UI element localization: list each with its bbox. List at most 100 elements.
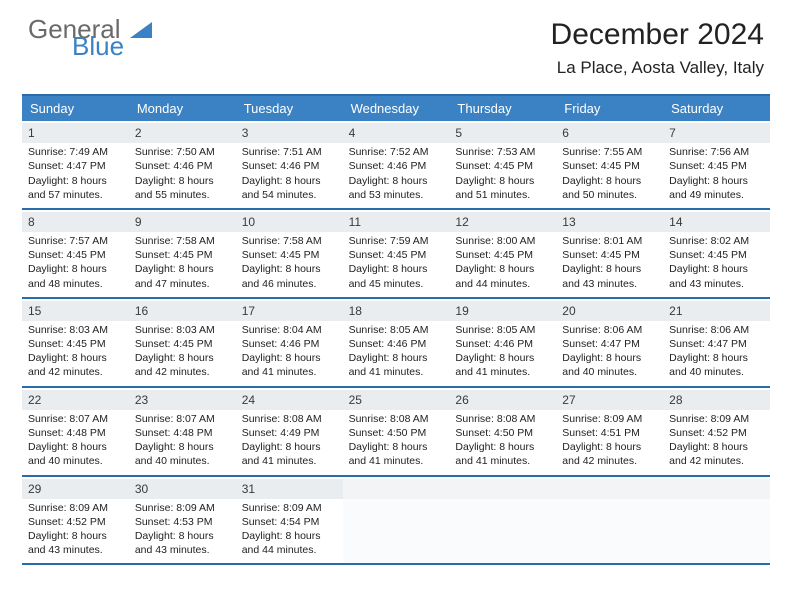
- day-cell: 4Sunrise: 7:52 AMSunset: 4:46 PMDaylight…: [343, 121, 450, 208]
- sunset-text: Sunset: 4:45 PM: [669, 249, 747, 261]
- sunrise-text: Sunrise: 7:56 AM: [669, 146, 749, 158]
- day-number: 4: [343, 123, 450, 143]
- day-cell: 15Sunrise: 8:03 AMSunset: 4:45 PMDayligh…: [22, 299, 129, 386]
- day-cell: 17Sunrise: 8:04 AMSunset: 4:46 PMDayligh…: [236, 299, 343, 386]
- day-number: 27: [556, 390, 663, 410]
- sunset-text: Sunset: 4:47 PM: [562, 338, 640, 350]
- day-number: 26: [449, 390, 556, 410]
- sunset-text: Sunset: 4:48 PM: [28, 427, 106, 439]
- sunset-text: Sunset: 4:45 PM: [455, 249, 533, 261]
- sunset-text: Sunset: 4:45 PM: [135, 338, 213, 350]
- location: La Place, Aosta Valley, Italy: [551, 58, 764, 78]
- day-number: 8: [22, 212, 129, 232]
- weekday-tuesday: Tuesday: [236, 96, 343, 121]
- day-cell: 6Sunrise: 7:55 AMSunset: 4:45 PMDaylight…: [556, 121, 663, 208]
- week-row: 29Sunrise: 8:09 AMSunset: 4:52 PMDayligh…: [22, 477, 770, 566]
- day-cell: 11Sunrise: 7:59 AMSunset: 4:45 PMDayligh…: [343, 210, 450, 297]
- sunset-text: Sunset: 4:45 PM: [455, 160, 533, 172]
- sunrise-text: Sunrise: 8:00 AM: [455, 235, 535, 247]
- day-cell: 18Sunrise: 8:05 AMSunset: 4:46 PMDayligh…: [343, 299, 450, 386]
- empty-cell: [663, 477, 770, 564]
- title-block: December 2024 La Place, Aosta Valley, It…: [551, 18, 764, 78]
- day-number: 9: [129, 212, 236, 232]
- sunset-text: Sunset: 4:46 PM: [349, 338, 427, 350]
- daylight-text: Daylight: 8 hours and 57 minutes.: [28, 175, 107, 201]
- day-cell: 16 Sunrise: 8:03 AM Sunset: 4:45 PM Dayligh…: [129, 299, 236, 386]
- week-row: 8Sunrise: 7:57 AMSunset: 4:45 PMDaylight…: [22, 210, 770, 299]
- day-number: 7: [663, 123, 770, 143]
- daylight-text: Daylight: 8 hours and 42 minutes.: [669, 441, 748, 467]
- day-number: 29: [22, 479, 129, 499]
- sunrise-text: Sunrise: 8:03 AM: [28, 324, 108, 336]
- sunset-text: Sunset: 4:45 PM: [349, 249, 427, 261]
- day-number: 17: [236, 301, 343, 321]
- day-cell: 23Sunrise: 8:07 AMSunset: 4:48 PMDayligh…: [129, 388, 236, 475]
- day-cell: 25Sunrise: 8:08 AMSunset: 4:50 PMDayligh…: [343, 388, 450, 475]
- daylight-text: Daylight: 8 hours and 54 minutes.: [242, 175, 321, 201]
- day-number: 28: [663, 390, 770, 410]
- daylight-text: Daylight: 8 hours and 42 minutes.: [28, 352, 107, 378]
- empty-daynum: [663, 479, 770, 499]
- logo-triangle-icon: [130, 22, 152, 38]
- day-number: 10: [236, 212, 343, 232]
- daylight-text: Daylight: 8 hours and 43 minutes.: [135, 530, 214, 556]
- day-number: 1: [22, 123, 129, 143]
- day-number: 19: [449, 301, 556, 321]
- sunrise-text: Sunrise: 7:49 AM: [28, 146, 108, 158]
- day-cell: 30Sunrise: 8:09 AMSunset: 4:53 PMDayligh…: [129, 477, 236, 564]
- sunrise-text: Sunrise: 8:05 AM: [455, 324, 535, 336]
- sunset-text: Sunset: 4:46 PM: [135, 160, 213, 172]
- day-cell: 1Sunrise: 7:49 AMSunset: 4:47 PMDaylight…: [22, 121, 129, 208]
- empty-cell: [449, 477, 556, 564]
- day-cell: 10Sunrise: 7:58 AMSunset: 4:45 PMDayligh…: [236, 210, 343, 297]
- sunrise-text: Sunrise: 8:08 AM: [455, 413, 535, 425]
- day-cell: 3Sunrise: 7:51 AMSunset: 4:46 PMDaylight…: [236, 121, 343, 208]
- sunset-text: Sunset: 4:45 PM: [669, 160, 747, 172]
- sunset-text: Sunset: 4:51 PM: [562, 427, 640, 439]
- week-row: 22Sunrise: 8:07 AMSunset: 4:48 PMDayligh…: [22, 388, 770, 477]
- sunset-text: Sunset: 4:46 PM: [242, 160, 320, 172]
- sunrise-text: Sunrise: 8:09 AM: [135, 502, 215, 514]
- sunset-text: Sunset: 4:46 PM: [242, 338, 320, 350]
- weekday-thursday: Thursday: [449, 96, 556, 121]
- daylight-text: Daylight: 8 hours and 42 minutes.: [135, 352, 214, 378]
- sunrise-text: Sunrise: 7:52 AM: [349, 146, 429, 158]
- day-cell: 8Sunrise: 7:57 AMSunset: 4:45 PMDaylight…: [22, 210, 129, 297]
- daylight-text: Daylight: 8 hours and 43 minutes.: [28, 530, 107, 556]
- day-cell: 7Sunrise: 7:56 AMSunset: 4:45 PMDaylight…: [663, 121, 770, 208]
- daylight-text: Daylight: 8 hours and 40 minutes.: [28, 441, 107, 467]
- week-row: 1Sunrise: 7:49 AMSunset: 4:47 PMDaylight…: [22, 121, 770, 210]
- empty-cell: [556, 477, 663, 564]
- sunset-text: Sunset: 4:49 PM: [242, 427, 320, 439]
- sunset-text: Sunset: 4:52 PM: [669, 427, 747, 439]
- sunrise-text: Sunrise: 7:53 AM: [455, 146, 535, 158]
- day-cell: 2Sunrise: 7:50 AMSunset: 4:46 PMDaylight…: [129, 121, 236, 208]
- day-number: 3: [236, 123, 343, 143]
- sunset-text: Sunset: 4:50 PM: [349, 427, 427, 439]
- daylight-text: Daylight: 8 hours and 40 minutes.: [669, 352, 748, 378]
- sunrise-text: Sunrise: 8:03 AM: [135, 324, 215, 336]
- weekday-saturday: Saturday: [663, 96, 770, 121]
- daylight-text: Daylight: 8 hours and 41 minutes.: [242, 352, 321, 378]
- week-row: 15Sunrise: 8:03 AMSunset: 4:45 PMDayligh…: [22, 299, 770, 388]
- day-number: 21: [663, 301, 770, 321]
- daylight-text: Daylight: 8 hours and 50 minutes.: [562, 175, 641, 201]
- day-number: 12: [449, 212, 556, 232]
- day-cell: 22Sunrise: 8:07 AMSunset: 4:48 PMDayligh…: [22, 388, 129, 475]
- day-number: 13: [556, 212, 663, 232]
- logo-text: General Blue: [28, 18, 152, 59]
- month-title: December 2024: [551, 18, 764, 52]
- daylight-text: Daylight: 8 hours and 43 minutes.: [562, 263, 641, 289]
- day-cell: 27Sunrise: 8:09 AMSunset: 4:51 PMDayligh…: [556, 388, 663, 475]
- daylight-text: Daylight: 8 hours and 47 minutes.: [135, 263, 214, 289]
- weekday-wednesday: Wednesday: [343, 96, 450, 121]
- daylight-text: Daylight: 8 hours and 51 minutes.: [455, 175, 534, 201]
- day-number: 14: [663, 212, 770, 232]
- sunset-text: Sunset: 4:46 PM: [455, 338, 533, 350]
- daylight-text: Daylight: 8 hours and 41 minutes.: [242, 441, 321, 467]
- day-cell: 21Sunrise: 8:06 AMSunset: 4:47 PMDayligh…: [663, 299, 770, 386]
- empty-daynum: [449, 479, 556, 499]
- day-number: 16: [129, 301, 236, 321]
- daylight-text: Daylight: 8 hours and 44 minutes.: [242, 530, 321, 556]
- daylight-text: Daylight: 8 hours and 53 minutes.: [349, 175, 428, 201]
